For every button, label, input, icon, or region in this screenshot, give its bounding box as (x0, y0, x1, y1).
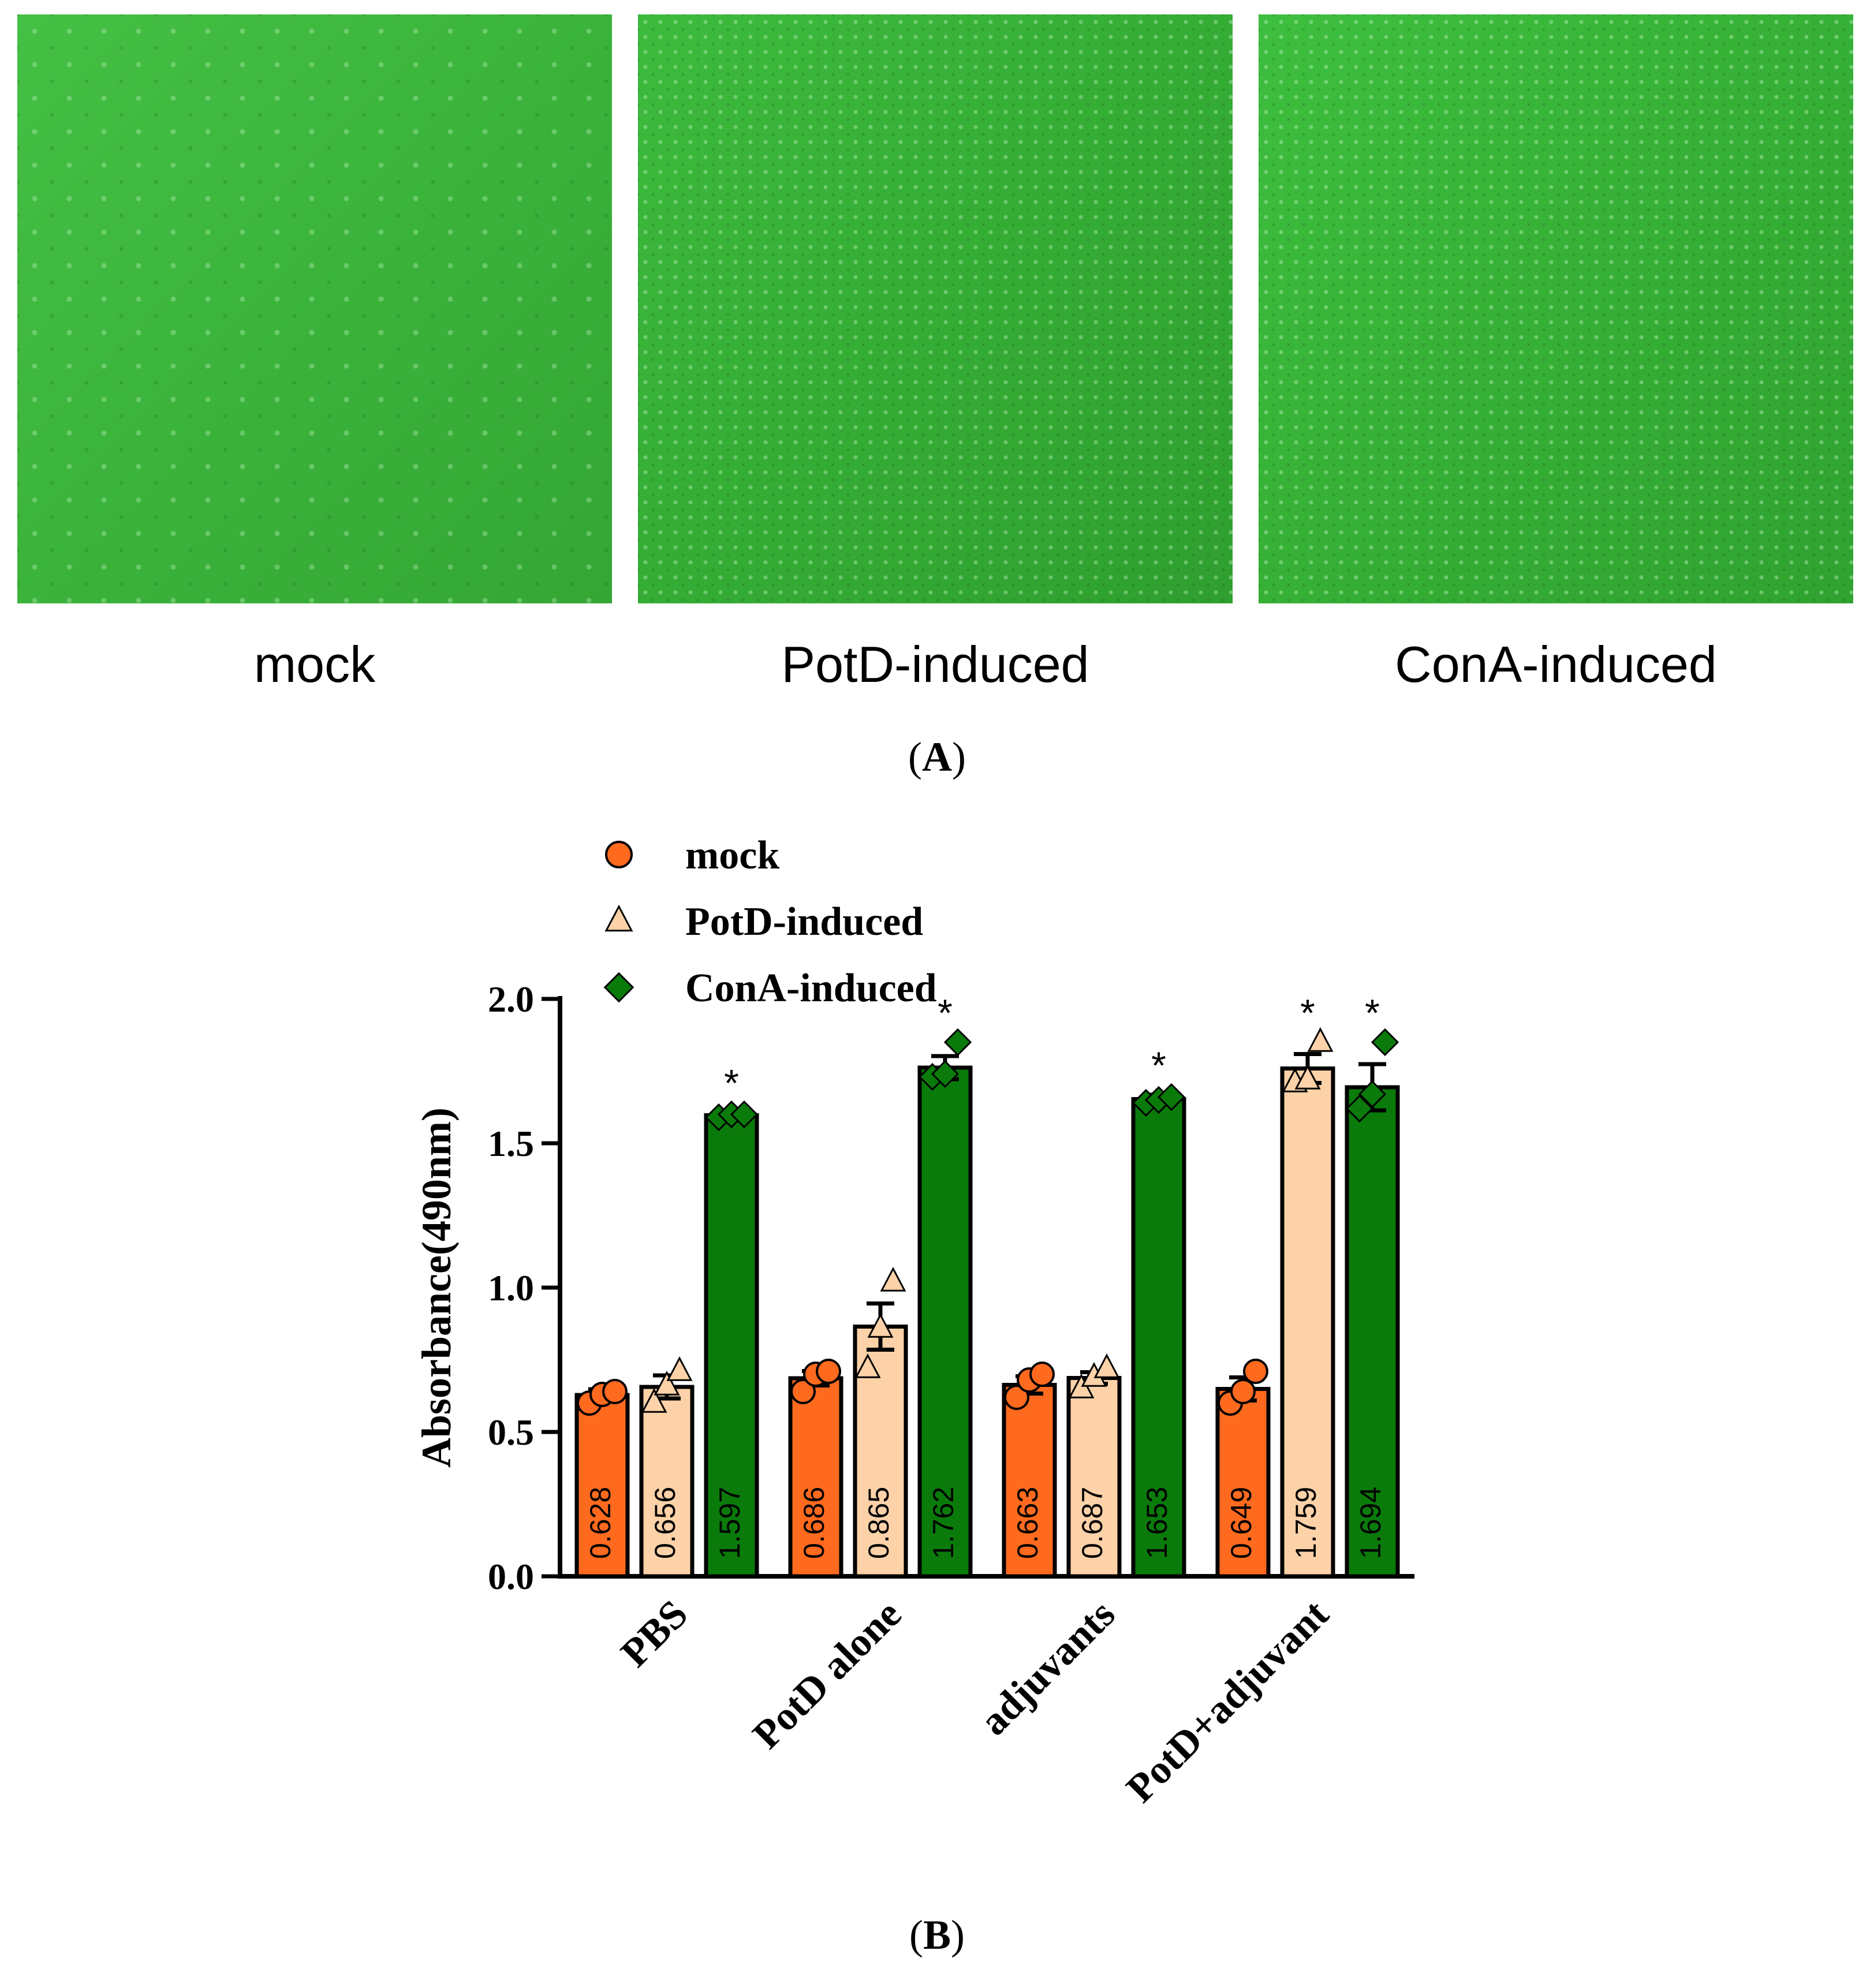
significance-marker: * (1300, 991, 1315, 1034)
bar-value-label: 0.686 (798, 1487, 830, 1559)
data-point (666, 1356, 693, 1381)
data-point (1358, 1080, 1387, 1109)
data-point (854, 1353, 881, 1378)
micrograph-mock (17, 14, 612, 603)
legend-label: mock (685, 833, 779, 878)
x-tick-label: PotD+adjuvant (1118, 1592, 1338, 1811)
panel-label-a: (A) (908, 734, 966, 780)
bar (704, 1113, 759, 1579)
panel-label-b: (B) (909, 1912, 965, 1958)
bar-value-label: 1.597 (714, 1487, 746, 1559)
legend-label: ConA-induced (685, 966, 937, 1010)
y-axis-label: Absorbance(490nm) (413, 1107, 460, 1468)
bar-value-label: 0.649 (1225, 1487, 1257, 1559)
legend-label: PotD-induced (685, 900, 923, 944)
data-point (931, 1060, 960, 1088)
y-tick-label: 2.0 (488, 979, 534, 1020)
bar (1131, 1097, 1186, 1579)
data-point (790, 1379, 816, 1404)
micrograph-potd-induced (638, 14, 1233, 603)
data-point (1243, 1359, 1268, 1384)
bar-value-label: 1.694 (1354, 1487, 1387, 1559)
significance-marker: * (1365, 991, 1380, 1034)
data-point (641, 1388, 667, 1413)
legend-marker (605, 841, 633, 868)
bar-value-label: 0.687 (1076, 1487, 1108, 1559)
micrograph-cona-induced (1259, 14, 1853, 603)
y-tick-label: 0.0 (488, 1556, 534, 1597)
data-point (1230, 1379, 1256, 1404)
bar-value-label: 0.663 (1011, 1487, 1044, 1559)
y-tick-label: 0.5 (488, 1412, 534, 1453)
data-point (730, 1100, 759, 1129)
data-point (1345, 1094, 1374, 1123)
bar-value-label: 0.656 (649, 1487, 681, 1559)
bar-value-label: 1.762 (927, 1487, 960, 1559)
data-point (1371, 1028, 1399, 1057)
data-point (1029, 1362, 1055, 1387)
y-tick-label: 1.0 (488, 1267, 534, 1308)
caption-mock: mock (253, 636, 376, 693)
y-tick-label: 1.5 (488, 1123, 534, 1164)
data-point (1093, 1353, 1120, 1378)
significance-marker: * (724, 1062, 739, 1105)
data-point (943, 1028, 972, 1057)
data-point (816, 1359, 841, 1384)
bar-chart: 0.0 0.5 1.0 1.5 2.0 Absorbance(490nm) 0.628 0.6… (413, 833, 1414, 1811)
bar-value-label: 1.653 (1141, 1487, 1173, 1559)
caption-potd-induced: PotD-induced (781, 636, 1089, 693)
data-point (1307, 1027, 1334, 1052)
x-tick-label: adjuvants (972, 1592, 1124, 1744)
x-tick-label: PBS (613, 1592, 696, 1676)
data-point (880, 1266, 906, 1292)
legend-marker (604, 904, 633, 932)
data-point (1294, 1064, 1321, 1090)
legend-marker (603, 972, 634, 1003)
data-point (654, 1370, 680, 1396)
bar (1066, 1376, 1122, 1579)
data-point (602, 1379, 628, 1404)
data-point (1157, 1083, 1186, 1112)
bar-value-label: 0.865 (863, 1487, 895, 1559)
caption-cona-induced: ConA-induced (1395, 636, 1717, 693)
bar (788, 1376, 843, 1579)
bar (574, 1393, 630, 1579)
significance-marker: * (1151, 1044, 1166, 1087)
bar (917, 1065, 973, 1579)
x-tick-label: PotD alone (745, 1592, 910, 1758)
data-point (1004, 1385, 1029, 1410)
bar-value-label: 0.628 (584, 1487, 617, 1559)
bar (1002, 1383, 1057, 1579)
bar (1280, 1066, 1335, 1579)
significance-marker: * (938, 991, 953, 1034)
data-point (867, 1312, 894, 1338)
bar-value-label: 1.759 (1290, 1487, 1322, 1559)
